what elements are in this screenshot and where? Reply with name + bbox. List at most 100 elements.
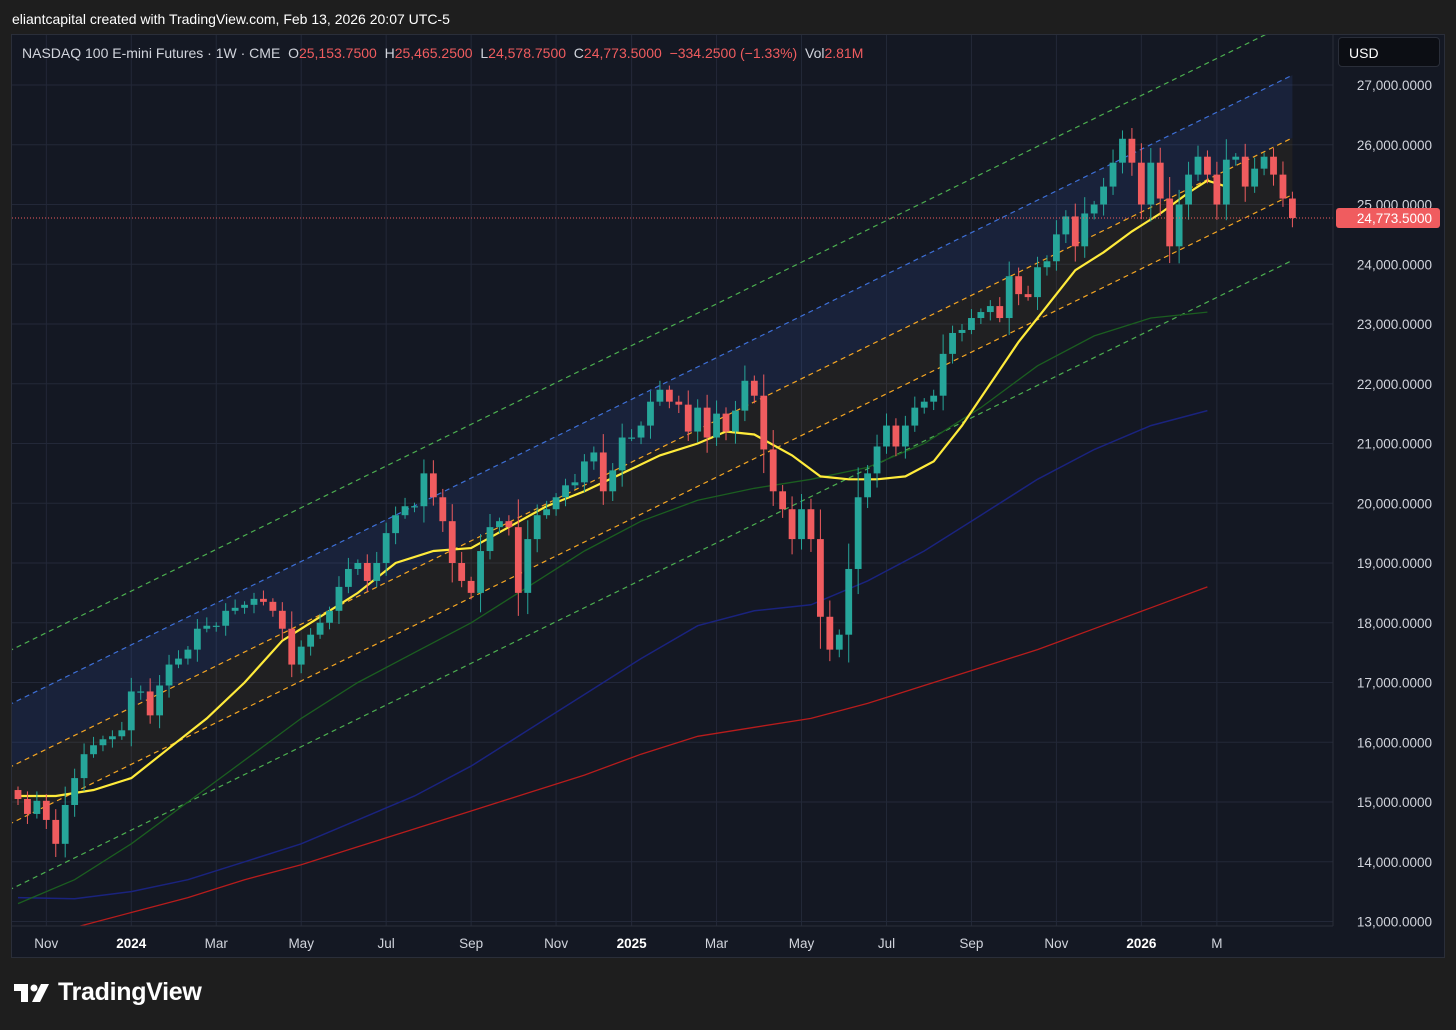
candle-body <box>817 539 824 617</box>
candle-body <box>581 461 588 483</box>
candle-body <box>665 389 673 402</box>
y-tick-label: 20,000.0000 <box>1357 496 1432 511</box>
candle-up <box>1005 261 1013 336</box>
candle-down <box>1289 191 1296 228</box>
candle-body <box>722 413 730 432</box>
candle-up <box>628 429 635 442</box>
candle-body <box>656 389 664 402</box>
candle-body <box>939 353 947 396</box>
open-label: O <box>288 45 299 61</box>
candle-body <box>71 778 79 805</box>
candle-body <box>297 646 305 665</box>
candle-down <box>750 375 758 404</box>
candle-up <box>127 677 135 747</box>
candle-body <box>392 515 399 534</box>
candle-body <box>1185 174 1192 205</box>
candle-body <box>1204 156 1211 175</box>
candle-body <box>599 452 607 492</box>
candle-down <box>892 418 900 457</box>
sma50-line <box>17 311 1208 905</box>
candle-down <box>1071 203 1079 262</box>
candle-body <box>901 425 909 447</box>
candle-up <box>864 465 871 509</box>
candle-up <box>175 650 182 669</box>
sma100-line <box>17 409 1208 900</box>
candle-up <box>71 768 79 817</box>
candle-body <box>1289 198 1296 219</box>
candle-body <box>986 306 994 313</box>
candle-up <box>420 459 428 523</box>
candle-body <box>1005 276 1013 319</box>
channel-line-green-upper <box>12 35 1266 651</box>
candle-up <box>61 786 69 858</box>
x-tick-label: Mar <box>205 936 229 951</box>
candle-body <box>741 380 749 411</box>
candle-body <box>467 580 475 593</box>
channel-line-green-lower <box>12 259 1293 890</box>
candle-up <box>845 543 853 663</box>
candle-body <box>779 491 787 510</box>
symbol-label[interactable]: NASDAQ 100 E-mini Futures · 1W · CME <box>22 45 281 61</box>
candle-up <box>590 446 598 470</box>
candle-down <box>826 600 834 662</box>
candle-up <box>486 514 494 560</box>
candle-up <box>920 398 928 414</box>
candle-body <box>920 401 928 408</box>
chart-frame[interactable] <box>11 34 1445 958</box>
candle-body <box>363 563 371 581</box>
candle-up <box>241 601 248 614</box>
x-tick-label: Mar <box>705 936 729 951</box>
candle-body <box>316 622 324 635</box>
candle-up <box>958 324 966 342</box>
candle-body <box>1081 213 1089 247</box>
candle-body <box>260 598 267 602</box>
candle-up <box>335 576 343 624</box>
sma20-line <box>18 179 1227 798</box>
candle-body <box>1071 216 1079 247</box>
candle-body <box>694 407 702 432</box>
candle-body <box>1062 216 1070 235</box>
candle-body <box>127 691 135 731</box>
candle-body <box>146 691 154 716</box>
candle-down <box>269 598 277 617</box>
candle-body <box>203 625 211 629</box>
candle-body <box>165 664 173 686</box>
candle-up <box>401 497 409 519</box>
candle-body <box>543 509 551 516</box>
candle-body <box>1175 204 1183 247</box>
candle-down <box>665 385 673 409</box>
candle-body <box>637 425 645 438</box>
candle-up <box>1100 177 1107 216</box>
currency-button[interactable]: USD <box>1338 37 1440 67</box>
candle-down <box>429 460 437 506</box>
candle-body <box>24 799 31 814</box>
candle-body <box>118 730 126 737</box>
candle-body <box>609 470 617 492</box>
candle-body <box>788 509 796 540</box>
y-tick-label: 17,000.0000 <box>1357 676 1432 691</box>
tradingview-logo[interactable]: TradingView <box>14 978 202 1007</box>
candle-body <box>14 790 22 800</box>
candle-up <box>854 467 862 595</box>
candle-body <box>278 610 286 629</box>
candle-up <box>90 736 97 758</box>
candle-body <box>241 604 248 608</box>
candle-body <box>873 446 881 474</box>
candle-down <box>52 809 60 857</box>
candle-up <box>1175 189 1183 264</box>
candle-body <box>958 329 966 333</box>
candle-up <box>156 675 163 729</box>
candle-up <box>911 396 919 432</box>
candle-body <box>968 318 975 330</box>
candle-body <box>675 401 683 405</box>
candle-up <box>552 493 560 516</box>
candle-body <box>222 610 230 626</box>
candle-down <box>1166 177 1174 264</box>
candle-up <box>137 685 145 700</box>
candle-down <box>42 794 50 830</box>
tradingview-logo-icon <box>14 983 49 1002</box>
candle-body <box>90 745 97 755</box>
candle-up <box>901 415 909 459</box>
candle-up <box>212 622 220 632</box>
